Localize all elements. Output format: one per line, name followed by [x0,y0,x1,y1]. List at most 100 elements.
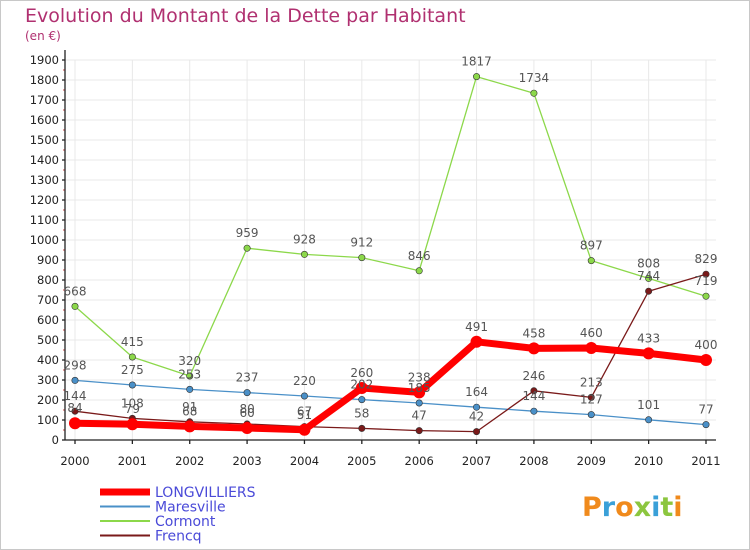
data-label: 144 [522,389,545,403]
data-label: 433 [637,331,660,345]
legend-label: Cormont [155,514,216,530]
data-label: 127 [580,393,603,407]
data-label: 400 [695,338,718,352]
y-tick-label: 400 [37,353,59,367]
data-label: 238 [408,370,431,384]
y-tick-label: 1000 [30,233,59,247]
y-tick-label: 1300 [30,173,59,187]
data-label: 237 [236,371,259,385]
data-point [128,381,136,389]
data-point [530,387,538,395]
x-tick-label: 2001 [118,454,147,468]
series-line [74,338,707,434]
data-label: 275 [121,363,144,377]
data-point [128,353,136,361]
data-label: 928 [293,232,316,246]
data-label: 213 [580,375,603,389]
y-tick-label: 1800 [30,73,59,87]
data-point [645,287,653,295]
x-tick-label: 2005 [347,454,376,468]
data-point [645,416,653,424]
proxiti-logo-text: Proxiti [582,492,683,523]
data-label: 77 [698,403,713,417]
legend-label: Maresville [155,500,226,516]
y-tick-label: 200 [37,393,59,407]
data-label: 320 [178,354,201,368]
data-point [413,386,426,399]
data-label: 491 [465,320,488,334]
legend-label: LONGVILLIERS [155,485,256,501]
data-point [473,428,481,436]
data-label: 668 [64,284,87,298]
legend-label: Frencq [155,529,202,545]
y-tick-label: 1400 [30,153,59,167]
data-label: 185 [408,381,431,395]
data-point [530,407,538,415]
data-point [473,403,481,411]
y-tick-label: 0 [52,433,59,447]
data-label: 460 [580,326,603,340]
data-label: 246 [522,369,545,383]
data-point [71,302,79,310]
data-label: 68 [182,404,197,418]
data-point [358,254,366,262]
data-point [470,335,483,348]
data-label: 51 [297,408,312,422]
data-point [473,73,481,81]
y-tick-label: 500 [37,333,59,347]
data-label: 220 [293,374,316,388]
chart-subtitle: (en €) [25,29,61,43]
data-label: 829 [695,252,718,266]
data-point [587,411,595,419]
x-tick-label: 2003 [232,454,261,468]
data-label: 808 [637,256,660,270]
data-point [300,250,308,258]
y-tick-label: 900 [37,253,59,267]
axes: 0 100 200 300 400 500 600 700 800 900 1000 1100 1200… [30,50,721,468]
data-label: 58 [354,406,369,420]
data-label: 202 [350,378,373,392]
data-point [415,427,423,435]
series-lines [69,73,712,436]
y-tick-label: 1900 [30,53,59,67]
data-label: 79 [125,402,140,416]
data-point [587,257,595,265]
data-label: 42 [469,410,484,424]
data-label: 164 [465,385,488,399]
data-label: 260 [350,366,373,380]
y-tick-label: 300 [37,373,59,387]
y-tick-label: 1700 [30,93,59,107]
data-label: 298 [64,358,87,372]
y-tick-label: 700 [37,293,59,307]
data-point [587,393,595,401]
data-point [69,417,81,430]
data-point [702,270,710,278]
data-labels: 668 415 320 959 928 912 846 1817 1734 897 808 719 29… [64,55,718,424]
data-label: 84 [67,401,82,415]
y-tick-label: 800 [37,273,59,287]
data-label: 108 [121,396,144,410]
data-point [702,292,710,300]
data-point [527,342,540,355]
series-line [74,75,707,377]
y-tick-label: 600 [37,313,59,327]
grid [65,59,716,440]
proxiti-logo: Proxiti [582,492,683,523]
data-point [415,399,423,407]
x-tick-label: 2007 [462,454,491,468]
data-label: 897 [580,239,603,253]
data-label: 91 [182,400,197,414]
data-point [358,396,366,404]
data-point [645,274,653,282]
data-label: 458 [522,326,545,340]
x-tick-label: 2004 [290,454,319,468]
data-point [702,421,710,429]
y-tick-label: 1600 [30,113,59,127]
x-tick-label: 2011 [691,454,720,468]
x-tick-label: 2006 [405,454,434,468]
data-label: 101 [637,398,660,412]
data-point [71,407,79,415]
y-tick-label: 1500 [30,133,59,147]
